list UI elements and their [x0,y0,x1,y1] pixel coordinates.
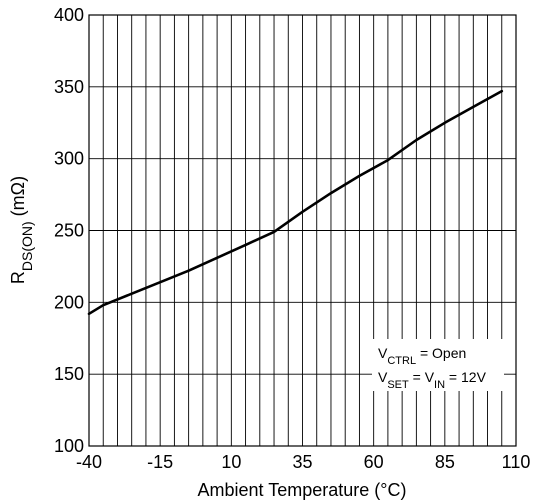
x-tick-label: 35 [292,452,312,472]
y-tick-label: 300 [54,149,84,169]
x-tick-label: -15 [147,452,173,472]
x-tick-label: 85 [435,452,455,472]
tick-labels: -40 -15 10 35 60 85 110 100 150 200 250 300 350 400 [54,5,530,472]
x-tick-label: 110 [502,452,531,472]
x-axis-title: Ambient Temperature (°C) [198,480,407,500]
y-tick-label: 150 [54,364,84,384]
y-tick-label: 350 [54,77,84,97]
series-layer [87,89,504,316]
y-tick-label: 200 [54,292,84,312]
annotation-line-1: VCTRL = Open [378,345,466,367]
y-tick-label: 100 [54,436,84,456]
y-tick-label: 250 [54,221,84,241]
annotation-line-2: VSET = VIN = 12V [378,369,487,391]
annotation-background [372,339,504,391]
x-tick-label: 10 [221,452,241,472]
annotation-box: VCTRL = Open VSET = VIN = 12V [372,339,504,391]
x-tick-label: 60 [364,452,384,472]
y-axis-title: RDS(ON) (mΩ) [8,176,35,284]
x-tick-label: -40 [76,452,102,472]
plot-frame [88,14,517,447]
y-tick-label: 400 [54,5,84,25]
series-line [87,89,504,316]
